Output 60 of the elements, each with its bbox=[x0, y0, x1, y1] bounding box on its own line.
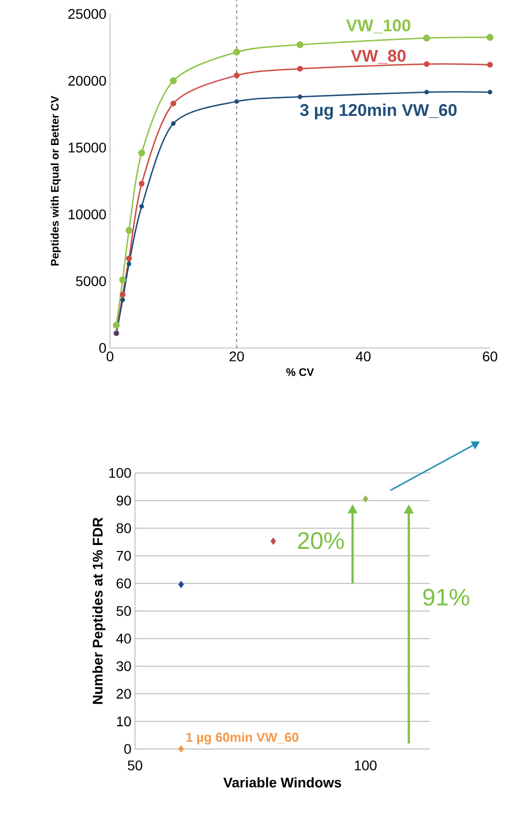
point bbox=[126, 226, 132, 234]
point bbox=[170, 100, 176, 106]
y-tick-label: 50 bbox=[116, 606, 131, 616]
point bbox=[233, 48, 240, 56]
point bbox=[234, 99, 239, 104]
point bbox=[139, 204, 144, 209]
point bbox=[234, 72, 240, 78]
point bbox=[424, 61, 430, 67]
point bbox=[423, 34, 430, 42]
y-tick-label: 10 bbox=[117, 716, 131, 726]
x-tick-label: 60 bbox=[482, 352, 498, 362]
point bbox=[112, 322, 120, 329]
x-tick-label: 20 bbox=[230, 352, 244, 362]
y-tick-label: 5000 bbox=[76, 276, 106, 286]
y-tick-label: 15000 bbox=[68, 142, 106, 153]
series-label: VW_80 bbox=[350, 50, 406, 64]
point bbox=[362, 495, 368, 503]
point bbox=[171, 121, 176, 126]
series-label: 3 µg 120min VW_60 bbox=[300, 104, 457, 120]
point bbox=[297, 66, 303, 72]
point bbox=[120, 292, 126, 298]
y-tick-label: 20000 bbox=[68, 76, 106, 86]
series-label: VW_100 bbox=[346, 19, 410, 34]
y-tick-label: 70 bbox=[116, 550, 131, 561]
annotation: 91% bbox=[423, 588, 470, 606]
y-axis-title: Number Peptides at 1% FDR bbox=[92, 518, 106, 704]
point bbox=[178, 745, 184, 753]
y-tick-label: 30 bbox=[116, 661, 131, 672]
point bbox=[488, 90, 492, 94]
point bbox=[170, 77, 177, 84]
y-tick-label: 60 bbox=[116, 578, 131, 588]
y-tick-label: 25000 bbox=[68, 9, 106, 19]
y-tick-label: 0 bbox=[99, 343, 106, 353]
point bbox=[119, 276, 126, 284]
y-tick-label: 0 bbox=[124, 744, 131, 754]
point bbox=[424, 90, 429, 94]
point bbox=[138, 180, 145, 187]
y-tick-label: 40 bbox=[116, 634, 131, 644]
x-axis-title: % CV bbox=[286, 368, 314, 376]
point bbox=[296, 41, 304, 48]
y-tick-label: 80 bbox=[116, 523, 131, 534]
y-tick-label: 20 bbox=[116, 688, 131, 699]
y-tick-label: 10000 bbox=[68, 209, 106, 220]
y-tick-label: 90 bbox=[116, 496, 131, 506]
point bbox=[270, 537, 276, 545]
annotation: 20% bbox=[298, 532, 344, 550]
x-axis-title: Variable Windows bbox=[223, 777, 342, 788]
point bbox=[120, 298, 125, 302]
point bbox=[298, 94, 302, 100]
point bbox=[138, 149, 146, 156]
x-tick-label: 40 bbox=[356, 352, 371, 362]
point bbox=[178, 580, 184, 588]
point bbox=[487, 62, 493, 68]
point bbox=[486, 34, 494, 41]
point bbox=[126, 262, 132, 266]
point bbox=[126, 256, 132, 262]
annotation: 1 µg 60min VW_60 bbox=[186, 732, 298, 744]
y-tick-label: 100 bbox=[109, 468, 131, 478]
x-tick-label: 0 bbox=[106, 352, 114, 362]
y-axis-title: Peptides with Equal or Better CV bbox=[50, 96, 61, 266]
